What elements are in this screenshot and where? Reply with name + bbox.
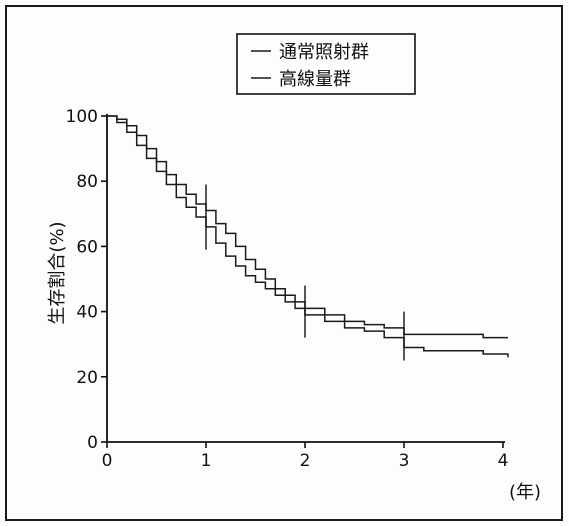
- x-tick-label: 1: [201, 451, 212, 471]
- x-tick-label: 4: [498, 451, 509, 471]
- axes: [106, 114, 505, 443]
- y-tick-label: 0: [87, 433, 98, 453]
- legend-label-1: 通常照射群: [279, 42, 369, 63]
- y-tick-label: 60: [76, 237, 98, 257]
- legend-box: [236, 33, 416, 95]
- legend-label-2: 高線量群: [279, 69, 351, 90]
- x-tick-label: 2: [300, 451, 311, 471]
- y-tick-label: 20: [76, 368, 98, 388]
- chart-frame: [5, 5, 563, 521]
- x-tick-label: 0: [102, 451, 113, 471]
- x-axis-title: (年): [509, 482, 541, 503]
- ticks: 0 20 40 60 80 100 0 1 2 3 4: [66, 107, 509, 471]
- y-axis-title: 生存割合(%): [47, 221, 68, 324]
- y-tick-label: 80: [76, 172, 98, 192]
- y-tick-label: 40: [76, 303, 98, 323]
- series-line-1: [107, 115, 508, 339]
- y-tick-label: 100: [66, 107, 98, 127]
- series-lines: [107, 115, 509, 358]
- series-line-2: [107, 115, 509, 358]
- censor-marks: [205, 184, 405, 361]
- x-tick-label: 3: [399, 451, 410, 471]
